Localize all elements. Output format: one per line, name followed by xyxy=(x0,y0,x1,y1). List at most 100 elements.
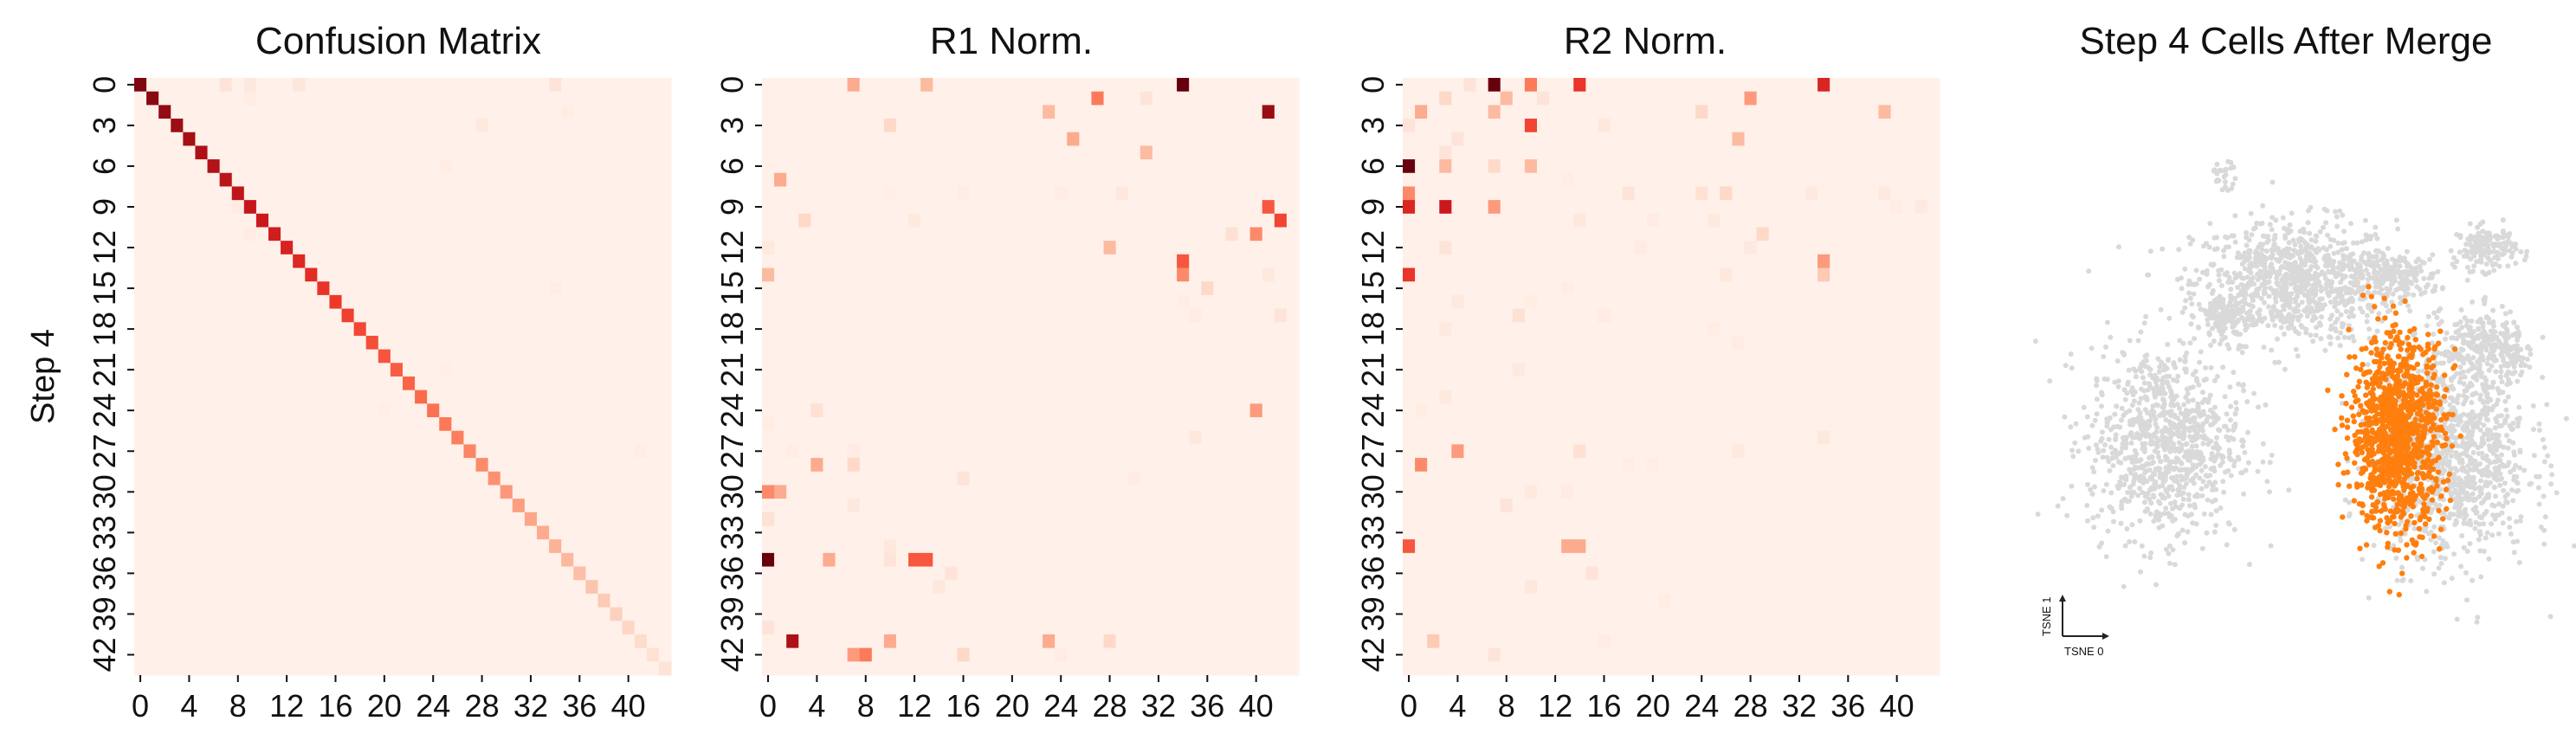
heatmap-cell xyxy=(231,661,245,676)
heatmap-cell xyxy=(1005,417,1019,432)
heatmap-cell xyxy=(1585,145,1599,160)
heatmap-cell xyxy=(597,552,611,568)
heatmap-cell xyxy=(1488,267,1501,282)
heatmap-cell xyxy=(1286,349,1300,364)
heatmap-cell xyxy=(281,444,294,459)
heatmap-cell xyxy=(281,485,294,499)
x-tick-label: 4 xyxy=(180,688,197,724)
heatmap-cell xyxy=(243,186,257,201)
heatmap-cell xyxy=(1500,132,1514,147)
heatmap-cell xyxy=(1403,200,1416,215)
heatmap-cell xyxy=(993,525,1007,540)
heatmap-cell xyxy=(1524,363,1538,377)
heatmap-cell xyxy=(920,634,933,649)
heatmap-cell xyxy=(500,267,513,282)
heatmap-cell xyxy=(658,417,672,432)
heatmap-cell xyxy=(1598,200,1611,215)
heatmap-cell xyxy=(1103,552,1117,568)
heatmap-cell xyxy=(658,105,672,119)
heatmap-cell xyxy=(255,254,269,269)
heatmap-cell xyxy=(195,580,209,595)
heatmap-cell xyxy=(183,403,197,418)
heatmap-cell xyxy=(920,172,933,188)
heatmap-cell xyxy=(810,186,824,201)
heatmap-cell xyxy=(646,349,660,364)
heatmap-cell xyxy=(1115,172,1129,188)
heatmap-cell xyxy=(646,308,660,323)
heatmap-cell xyxy=(1720,227,1733,241)
heatmap-cell xyxy=(439,227,452,241)
heatmap-cell xyxy=(1262,647,1275,662)
heatmap-cell xyxy=(634,200,648,215)
heatmap-cell xyxy=(597,471,611,486)
heatmap-cell xyxy=(463,159,477,174)
heatmap-cell xyxy=(1079,241,1093,255)
heatmap-cell xyxy=(305,335,318,351)
heatmap-cell xyxy=(1610,254,1624,269)
heatmap-cell xyxy=(317,132,331,147)
heatmap-cell xyxy=(1225,499,1239,513)
heatmap-cell xyxy=(207,186,221,201)
heatmap-cell xyxy=(341,430,355,446)
heatmap-cell xyxy=(1830,254,1843,269)
heatmap-cell xyxy=(1079,539,1093,554)
heatmap-cell xyxy=(1817,322,1830,337)
heatmap-cell xyxy=(1451,335,1465,351)
heatmap-cell xyxy=(1914,186,1928,201)
heatmap-cell xyxy=(537,119,550,133)
heatmap-cell xyxy=(1780,186,1794,201)
heatmap-cell xyxy=(512,159,526,174)
heatmap-cell xyxy=(207,458,221,473)
heatmap-cell xyxy=(933,200,946,215)
heatmap-cell xyxy=(1177,525,1190,540)
heatmap-cell xyxy=(933,485,946,499)
heatmap-cell xyxy=(859,227,873,241)
heatmap-cell xyxy=(1127,200,1141,215)
heatmap-cell xyxy=(451,308,465,323)
heatmap-cell xyxy=(622,119,636,133)
heatmap-cell xyxy=(1103,471,1117,486)
heatmap-cell xyxy=(585,593,599,608)
heatmap-cell xyxy=(1274,621,1288,635)
heatmap-cell xyxy=(475,485,489,499)
heatmap-cell xyxy=(762,172,775,188)
heatmap-cell xyxy=(171,91,184,106)
heatmap-cell xyxy=(1780,105,1794,119)
heatmap-cell xyxy=(255,227,269,241)
heatmap-cell xyxy=(329,593,343,608)
heatmap-cell xyxy=(281,281,294,296)
heatmap-cell xyxy=(487,159,501,174)
heatmap-cell xyxy=(415,254,428,269)
heatmap-cell xyxy=(231,145,245,160)
heatmap-cell xyxy=(268,471,281,486)
heatmap-cell xyxy=(1646,241,1660,255)
heatmap-cell xyxy=(427,91,440,106)
heatmap-cell xyxy=(1792,227,1806,241)
heatmap-cell xyxy=(1634,78,1648,93)
heatmap-cell xyxy=(573,444,586,459)
heatmap-cell xyxy=(524,512,538,527)
heatmap-cell xyxy=(549,566,562,581)
heatmap-cell xyxy=(883,621,897,635)
heatmap-cell xyxy=(1152,485,1165,499)
heatmap-cell xyxy=(847,105,861,119)
heatmap-cell xyxy=(658,186,672,201)
heatmap-cell xyxy=(1140,621,1153,635)
heatmap-cell xyxy=(1091,661,1105,676)
heatmap-cell xyxy=(908,458,921,473)
heatmap-cell xyxy=(1189,159,1202,174)
heatmap-cell xyxy=(810,200,824,215)
heatmap-cell xyxy=(1189,607,1202,621)
heatmap-cell xyxy=(1914,281,1928,296)
heatmap-cell xyxy=(1830,119,1843,133)
heatmap-cell xyxy=(933,417,946,432)
heatmap-cell xyxy=(798,172,811,188)
heatmap-cell xyxy=(1683,91,1696,106)
heatmap-cell xyxy=(1043,403,1056,418)
heatmap-cell xyxy=(378,471,391,486)
heatmap-cell xyxy=(933,78,946,93)
heatmap-cell xyxy=(1005,647,1019,662)
heatmap-cell xyxy=(1140,403,1153,418)
heatmap-cell xyxy=(1127,403,1141,418)
heatmap-cell xyxy=(1030,566,1043,581)
